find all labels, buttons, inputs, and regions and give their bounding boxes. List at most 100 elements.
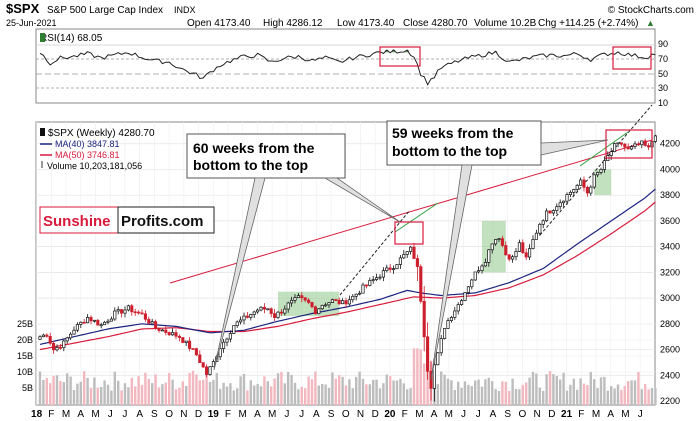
volume-bar [589, 372, 592, 405]
volume-bar [232, 390, 235, 405]
volume-bar [412, 348, 416, 405]
volume-bar [426, 358, 429, 405]
volume-bar [300, 386, 303, 405]
volume-bar [457, 381, 460, 405]
candle-body [256, 309, 260, 313]
candle-body [154, 321, 158, 329]
candle-body [358, 292, 362, 295]
volume-bar [314, 371, 317, 405]
candle-body [388, 267, 392, 270]
volume-bar [164, 382, 167, 405]
volume-bar [365, 384, 368, 405]
volume-bar [103, 380, 106, 405]
volume-bar [423, 363, 426, 405]
volume-bar [640, 389, 643, 405]
volume-bar [582, 383, 586, 405]
time-tick-label: 21 [561, 409, 573, 420]
volume-bar [542, 390, 545, 405]
candle-body [143, 313, 147, 320]
time-tick-label: J [476, 409, 481, 420]
volume-bar [324, 384, 327, 405]
candle-body [130, 305, 134, 313]
volume-bar [419, 349, 422, 405]
volume-bar [368, 384, 371, 405]
volume-bar [100, 386, 103, 405]
volume-bar [385, 374, 388, 405]
candle-body [494, 239, 498, 245]
volume-bar [137, 376, 140, 405]
candle-body [344, 300, 348, 305]
ma50-legend-label: MA(50) 3746.81 [55, 150, 120, 160]
2019-dashed-trendline [339, 209, 411, 296]
candle-body [521, 242, 525, 254]
time-tick-label: A [254, 409, 261, 420]
volume-bar [338, 375, 341, 405]
candle-body [75, 324, 79, 331]
volume-bar [290, 374, 293, 405]
volume-bar [552, 374, 555, 405]
volume-bar [66, 373, 69, 405]
volume-bar [219, 388, 222, 405]
volume-bar [538, 387, 541, 405]
volume-bar [49, 383, 52, 405]
candle-body [317, 308, 321, 315]
candle-body [439, 338, 443, 354]
rsi-highlight-box-2021 [612, 46, 652, 70]
volume-bar [287, 372, 290, 405]
volume-bar [572, 378, 575, 405]
volume-bar [222, 382, 225, 405]
volume-bar [178, 387, 181, 405]
candle-body [545, 210, 549, 222]
volume-bar [446, 378, 450, 405]
volume-bar [263, 376, 266, 405]
volume-bar [623, 385, 626, 405]
time-tick-label: M [621, 409, 629, 420]
watermark-label: © StockCharts.com [608, 5, 694, 16]
price-legend: $SPX (Weekly) 4280.70 MA(40) 3847.81 MA(… [40, 128, 155, 171]
price-panel: $SPX (Weekly) 4280.70 MA(40) 3847.81 MA(… [35, 104, 657, 406]
volume-bar [569, 384, 572, 405]
candle-body [415, 258, 419, 267]
time-tick-label: M [91, 409, 99, 420]
volume-bar [283, 383, 286, 405]
low-value: Low 4173.40 [337, 18, 395, 29]
volume-bar [55, 375, 59, 405]
candle-body [92, 319, 96, 322]
candle-body [249, 314, 253, 318]
volume-tick-label: 15B [17, 351, 33, 361]
volume-bar [334, 378, 337, 405]
candle-body [347, 299, 351, 305]
volume-bar [348, 379, 351, 405]
time-tick-label: A [431, 409, 438, 420]
volume-bar [83, 371, 86, 405]
volume-bar [443, 374, 446, 405]
candle-body [41, 334, 45, 338]
volume-bar [559, 379, 562, 405]
volume-bar [484, 379, 487, 405]
price-axis-labels: 4200 4000 3800 3600 3400 3200 3000 2800 2600 2400… [660, 139, 680, 406]
volume-bar [521, 384, 524, 405]
time-axis-labels: 18 F M A M J J A S O N D 19 F M A M J J A S O N D 20 F M A M J J A S O N D 2… [31, 409, 643, 420]
volume-bar [358, 371, 361, 405]
candle-body [245, 315, 249, 318]
ma40-line [39, 188, 656, 345]
volume-tick-label: 5B [22, 383, 33, 393]
candle-body [269, 308, 273, 314]
volume-bar [59, 380, 62, 405]
volume-bar [246, 390, 249, 405]
rsi-label: RSI(14) 68.05 [40, 33, 103, 44]
volume-bar [633, 380, 637, 405]
candle-body [422, 300, 426, 338]
time-tick-label: 18 [31, 409, 43, 420]
volume-bar [208, 381, 212, 405]
candle-body [623, 143, 627, 148]
volume-bar [395, 380, 399, 405]
volume-bar [474, 380, 477, 405]
time-tick-label: D [195, 409, 202, 420]
volume-bar [236, 388, 239, 405]
time-tick-label: A [490, 409, 497, 420]
volume-bar [613, 388, 616, 405]
candle-body [575, 184, 579, 190]
volume-bar [273, 378, 276, 405]
time-tick-label: D [372, 409, 379, 420]
